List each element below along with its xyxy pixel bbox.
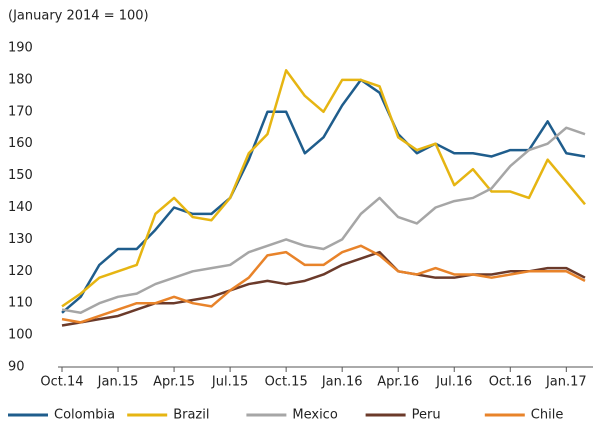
y-tick-label: 170 <box>8 104 33 119</box>
y-tick-label: 180 <box>8 72 33 87</box>
legend-label: Brazil <box>173 408 209 423</box>
y-tick-label: 190 <box>8 41 33 56</box>
legend-label: Colombia <box>54 408 115 423</box>
x-tick-label: Oct.16 <box>489 375 532 390</box>
y-tick-label: 100 <box>8 328 33 343</box>
x-tick-label: Jan.16 <box>321 375 363 390</box>
y-tick-label: 150 <box>8 168 33 183</box>
series-line <box>61 244 586 324</box>
x-tick-label: Apr.16 <box>377 375 419 390</box>
series-line <box>61 250 586 327</box>
chart-subtitle: (January 2014 = 100) <box>8 9 149 24</box>
x-tick-label: Oct.15 <box>265 375 308 390</box>
series-line <box>61 126 586 315</box>
x-tick-label: Jul.15 <box>211 375 248 390</box>
x-tick-label: Jan.15 <box>97 375 139 390</box>
legend-label: Mexico <box>292 408 337 423</box>
series-line <box>61 78 586 314</box>
y-tick-label: 130 <box>8 232 33 247</box>
y-tick-label: 120 <box>8 264 33 279</box>
x-tick-label: Oct.14 <box>40 375 83 390</box>
y-tick-label: 140 <box>8 200 33 215</box>
series-line <box>61 69 586 308</box>
x-tick-label: Jul.16 <box>435 375 472 390</box>
y-tick-label: 110 <box>8 296 33 311</box>
y-tick-label: 90 <box>8 360 25 375</box>
x-tick-label: Jan.17 <box>545 375 587 390</box>
legend-label: Peru <box>412 408 441 423</box>
x-tick-label: Apr.15 <box>153 375 195 390</box>
y-tick-label: 160 <box>8 136 33 151</box>
legend-label: Chile <box>531 408 564 423</box>
